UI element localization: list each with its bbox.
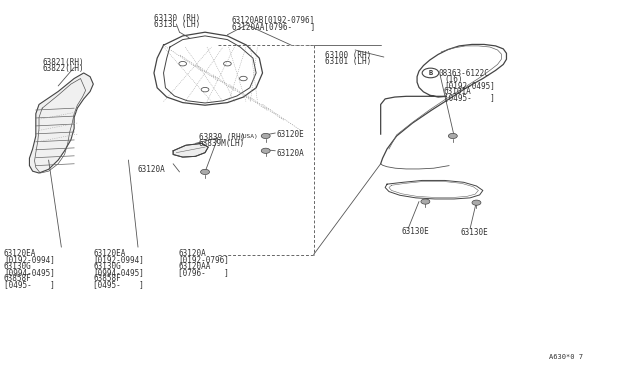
Text: 63130G: 63130G (93, 262, 121, 270)
Text: 63120AA[0796-    ]: 63120AA[0796- ] (232, 22, 315, 31)
Text: 63130E: 63130E (461, 228, 488, 237)
Circle shape (200, 169, 209, 174)
Text: 63839M(LH): 63839M(LH) (198, 139, 245, 148)
Polygon shape (29, 73, 93, 173)
Text: [0192-0994]: [0192-0994] (93, 255, 144, 264)
Circle shape (261, 134, 270, 138)
Text: 63120AA: 63120AA (178, 262, 211, 270)
Text: 6313L (LH): 6313L (LH) (154, 20, 200, 29)
Text: 63822(LH): 63822(LH) (42, 64, 84, 73)
Polygon shape (173, 143, 208, 157)
Text: 63101A: 63101A (444, 87, 472, 96)
Text: 63130G: 63130G (4, 262, 31, 270)
Circle shape (201, 87, 209, 92)
Text: [0994-0495]: [0994-0495] (93, 268, 144, 277)
Text: [0192-0495]: [0192-0495] (444, 81, 495, 90)
Circle shape (472, 200, 481, 205)
Text: 63130E: 63130E (401, 227, 429, 236)
Text: (USA): (USA) (240, 134, 259, 139)
Text: 63821(RH): 63821(RH) (42, 58, 84, 67)
Text: 63120E: 63120E (276, 130, 305, 139)
Text: 63120A: 63120A (178, 249, 206, 258)
Text: 63120EA: 63120EA (93, 249, 125, 258)
Text: [0192-0796]: [0192-0796] (178, 255, 229, 264)
Text: (16): (16) (444, 75, 462, 84)
Text: 63120A: 63120A (276, 149, 305, 158)
Circle shape (261, 148, 270, 153)
Text: [0495-    ]: [0495- ] (444, 93, 495, 102)
Text: A630*0 7: A630*0 7 (548, 353, 582, 359)
Text: [0495-    ]: [0495- ] (4, 280, 55, 289)
Circle shape (421, 199, 430, 204)
Text: [0796-    ]: [0796- ] (178, 268, 229, 277)
Text: 63130 (RH): 63130 (RH) (154, 14, 200, 23)
Circle shape (449, 134, 458, 138)
Text: 63120EA: 63120EA (4, 249, 36, 258)
Text: 63100 (RH): 63100 (RH) (325, 51, 371, 60)
Text: [0192-0994]: [0192-0994] (4, 255, 55, 264)
Text: 63858F: 63858F (93, 274, 121, 283)
Text: [0994-0495]: [0994-0495] (4, 268, 55, 277)
Text: 08363-6122C: 08363-6122C (439, 69, 490, 78)
Text: 63120AB[0192-0796]: 63120AB[0192-0796] (232, 16, 315, 25)
Text: [0495-    ]: [0495- ] (93, 280, 144, 289)
Circle shape (179, 61, 186, 66)
Circle shape (239, 76, 247, 81)
Text: 63839 (RH): 63839 (RH) (198, 133, 245, 142)
Circle shape (422, 68, 439, 78)
Text: 63120A: 63120A (138, 164, 166, 173)
Text: B: B (428, 70, 433, 76)
Text: 63101 (LH): 63101 (LH) (325, 57, 371, 66)
Text: 63858F: 63858F (4, 274, 31, 283)
Circle shape (223, 61, 231, 66)
